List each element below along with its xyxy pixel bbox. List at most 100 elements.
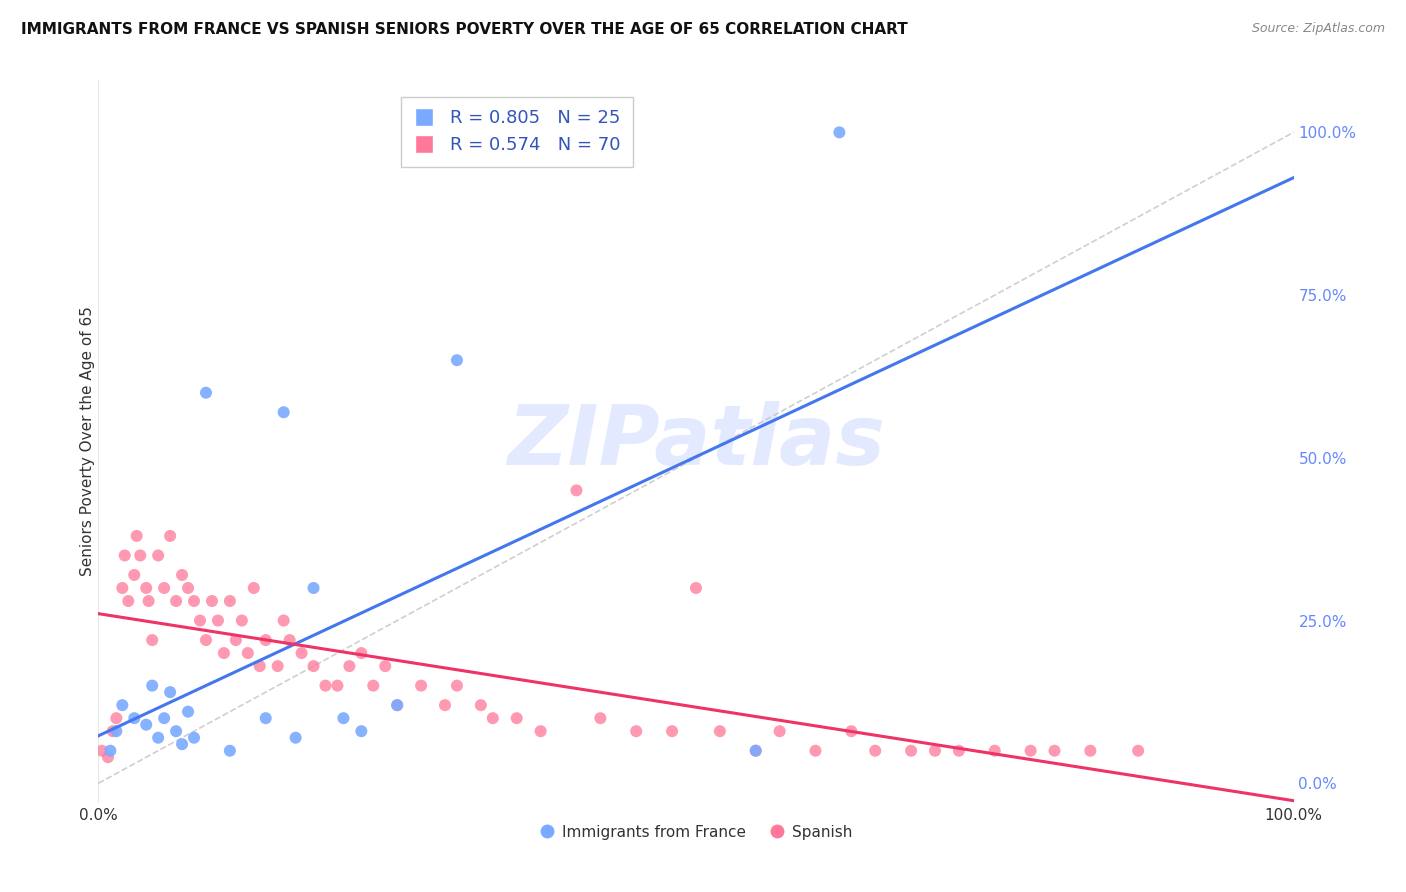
Point	[243, 581, 266, 595]
Point	[291, 646, 314, 660]
Point	[1043, 744, 1066, 758]
Point	[148, 731, 170, 745]
Point	[1019, 744, 1042, 758]
Y-axis label: Seniors Poverty Over the Age of 65: Seniors Poverty Over the Age of 65	[80, 307, 94, 576]
Point	[148, 549, 170, 563]
Point	[124, 568, 146, 582]
Point	[225, 633, 247, 648]
Point	[1128, 744, 1150, 758]
Point	[105, 711, 128, 725]
Point	[135, 581, 157, 595]
Point	[183, 594, 205, 608]
Point	[470, 698, 492, 713]
Point	[900, 744, 922, 758]
Point	[506, 711, 529, 725]
Point	[326, 679, 349, 693]
Point	[446, 353, 468, 368]
Point	[195, 633, 218, 648]
Point	[924, 744, 946, 758]
Point	[111, 581, 134, 595]
Point	[91, 744, 114, 758]
Point	[385, 698, 409, 713]
Point	[278, 633, 301, 648]
Point	[98, 744, 122, 758]
Point	[124, 711, 146, 725]
Point	[135, 717, 157, 731]
Point	[350, 646, 373, 660]
Point	[589, 711, 612, 725]
Point	[273, 405, 295, 419]
Point	[153, 581, 176, 595]
Point	[159, 685, 181, 699]
Point	[111, 698, 134, 713]
Point	[446, 679, 468, 693]
Point	[804, 744, 827, 758]
Point	[101, 724, 124, 739]
Point	[188, 614, 211, 628]
Text: Source: ZipAtlas.com: Source: ZipAtlas.com	[1251, 22, 1385, 36]
Point	[984, 744, 1007, 758]
Point	[254, 633, 277, 648]
Point	[141, 633, 163, 648]
Point	[530, 724, 553, 739]
Point	[284, 731, 307, 745]
Point	[332, 711, 354, 725]
Point	[141, 679, 163, 693]
Text: ZIPatlas: ZIPatlas	[508, 401, 884, 482]
Point	[841, 724, 863, 739]
Point	[302, 659, 325, 673]
Point	[177, 581, 200, 595]
Point	[236, 646, 259, 660]
Point	[865, 744, 887, 758]
Point	[105, 724, 128, 739]
Point	[302, 581, 325, 595]
Point	[709, 724, 731, 739]
Point	[249, 659, 271, 673]
Point	[1080, 744, 1102, 758]
Point	[231, 614, 253, 628]
Point	[165, 724, 187, 739]
Point	[219, 594, 242, 608]
Point	[138, 594, 160, 608]
Point	[363, 679, 385, 693]
Point	[114, 549, 136, 563]
Point	[165, 594, 187, 608]
Point	[207, 614, 229, 628]
Point	[385, 698, 409, 713]
Point	[315, 679, 337, 693]
Text: IMMIGRANTS FROM FRANCE VS SPANISH SENIORS POVERTY OVER THE AGE OF 65 CORRELATION: IMMIGRANTS FROM FRANCE VS SPANISH SENIOR…	[21, 22, 908, 37]
Point	[411, 679, 433, 693]
Point	[201, 594, 224, 608]
Point	[159, 529, 181, 543]
Point	[172, 737, 194, 751]
Point	[254, 711, 277, 725]
Point	[212, 646, 235, 660]
Point	[626, 724, 648, 739]
Point	[125, 529, 148, 543]
Point	[195, 385, 218, 400]
Point	[350, 724, 373, 739]
Point	[828, 125, 851, 139]
Point	[97, 750, 120, 764]
Point	[434, 698, 457, 713]
Point	[183, 731, 205, 745]
Point	[948, 744, 970, 758]
Point	[219, 744, 242, 758]
Point	[685, 581, 707, 595]
Point	[374, 659, 396, 673]
Point	[117, 594, 139, 608]
Point	[339, 659, 361, 673]
Point	[153, 711, 176, 725]
Point	[565, 483, 588, 498]
Legend: Immigrants from France, Spanish: Immigrants from France, Spanish	[533, 819, 859, 846]
Point	[177, 705, 200, 719]
Point	[769, 724, 792, 739]
Point	[745, 744, 768, 758]
Point	[129, 549, 152, 563]
Point	[172, 568, 194, 582]
Point	[745, 744, 768, 758]
Point	[661, 724, 683, 739]
Point	[482, 711, 505, 725]
Point	[273, 614, 295, 628]
Point	[267, 659, 290, 673]
